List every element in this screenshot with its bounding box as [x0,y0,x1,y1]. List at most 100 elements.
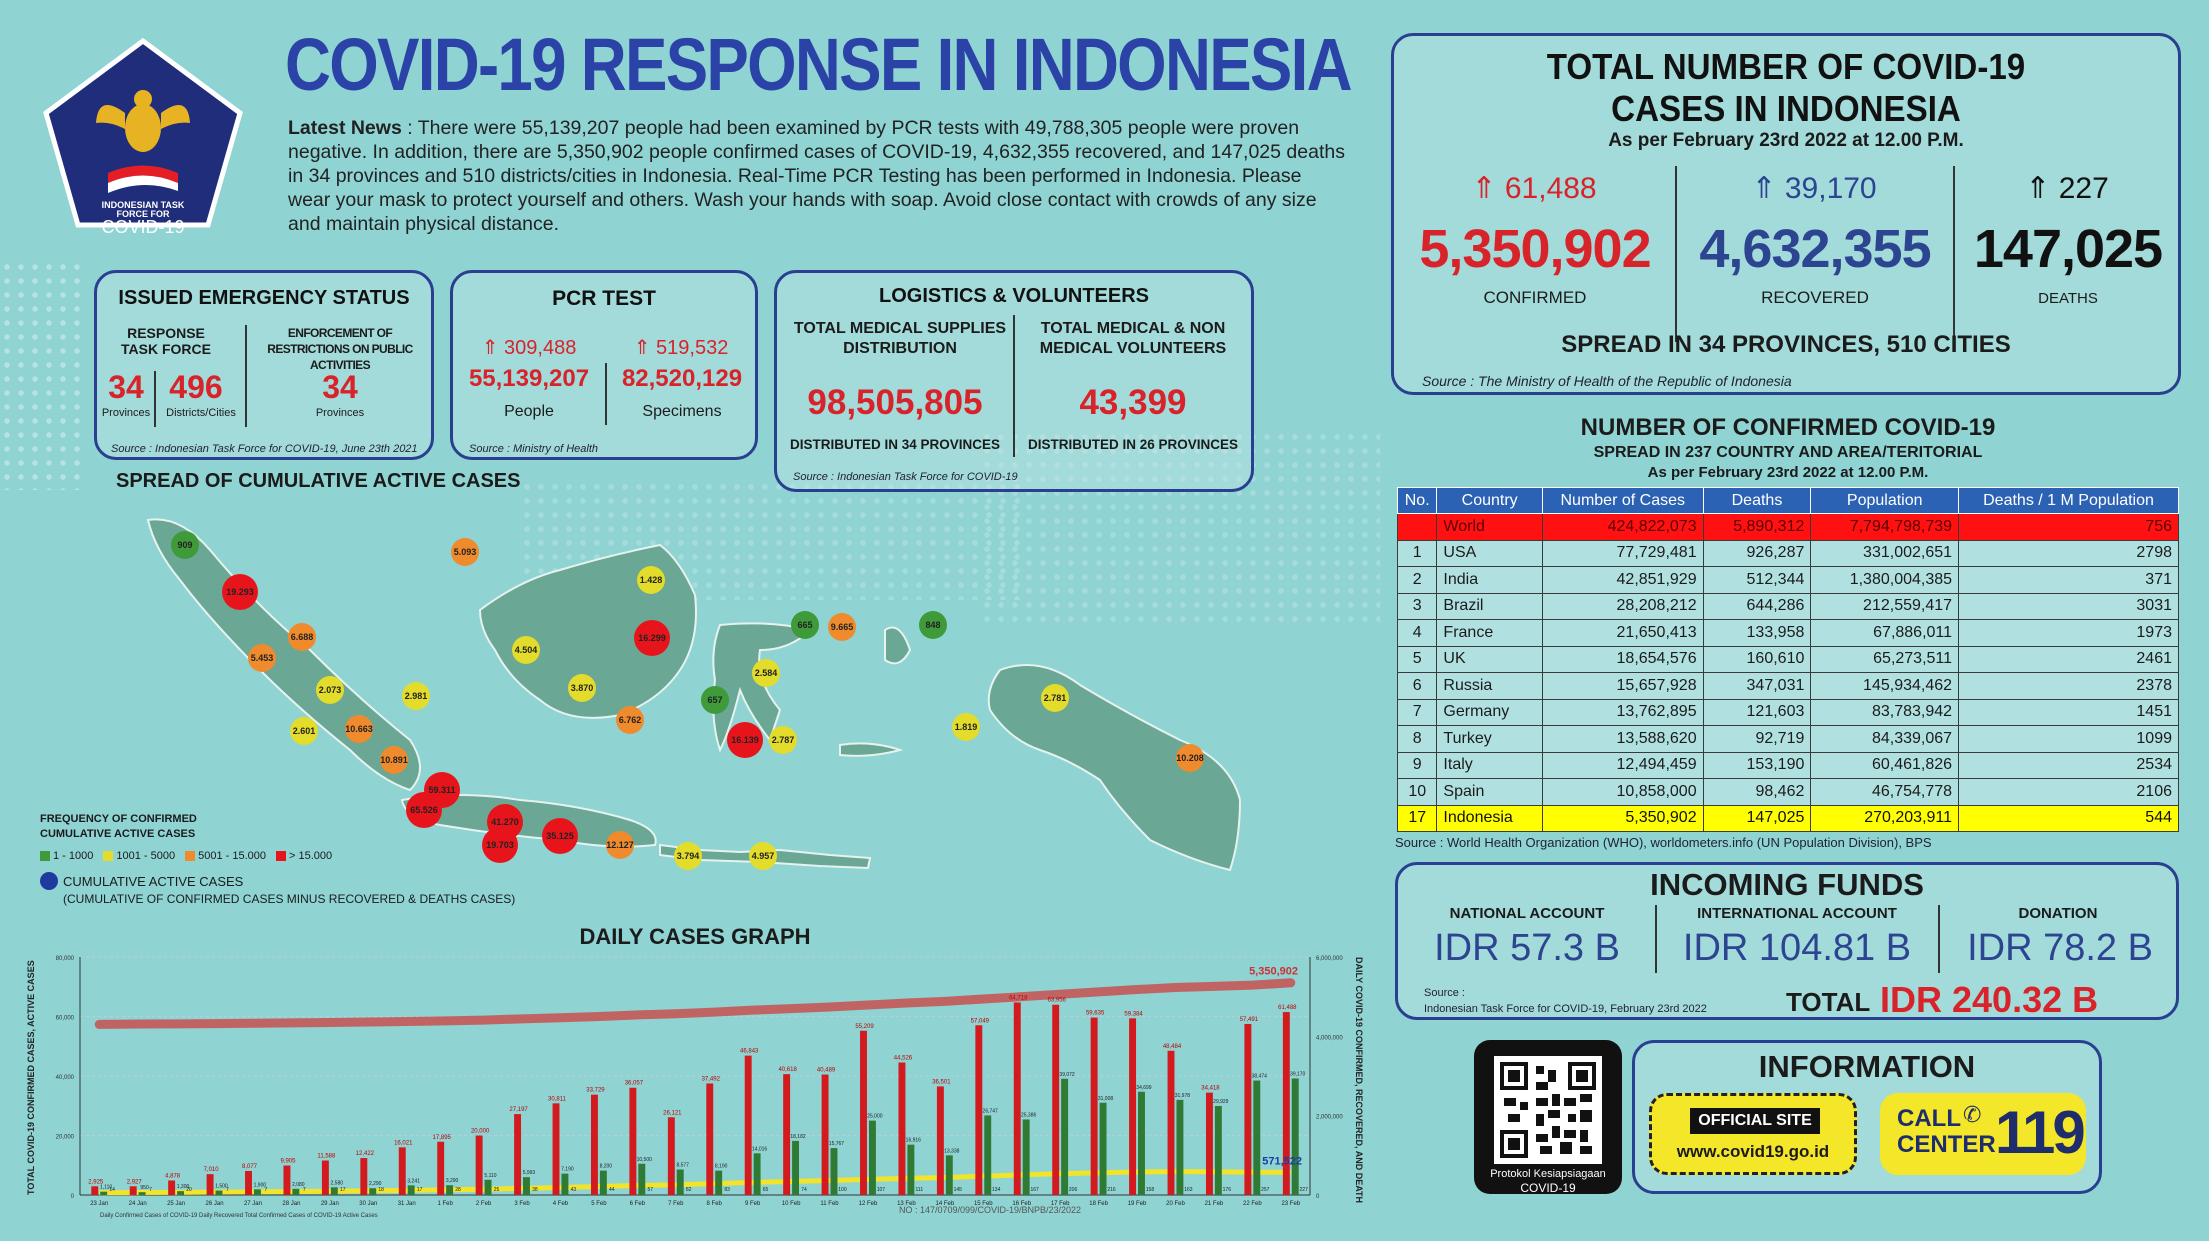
recovered-label: RECOVERED [1761,288,1869,307]
recovered-bar-label: 15,767 [829,1141,845,1147]
confirmed-bar [706,1083,714,1195]
map-bubble [749,842,777,870]
confirmed-bar-label: 48,484 [1163,1044,1182,1050]
news-label: Latest News [288,117,402,139]
international-amount: IDR 104.81 B [1682,927,1912,969]
x-tick-label: 19 Feb [1128,1201,1147,1207]
map-bubble [1176,744,1204,772]
qr-card[interactable]: Protokol Kesiapsiagaan COVID-19 [1474,1040,1622,1195]
enforcement-provinces-label: Provinces [315,407,365,419]
confirmed-bar [667,1117,675,1195]
table-header: Population [1810,487,1960,514]
donation-amount: IDR 78.2 B [1967,927,2153,969]
recovered-bar-label: 1,300 [177,1184,190,1190]
confirmed-bar-label: 37,492 [702,1076,721,1082]
totals-asof: As per February 23rd 2022 at 12.00 P.M. [1608,130,1964,151]
legend-note2: (CUMULATIVE OF CONFIRMED CASES MINUS REC… [63,892,516,906]
logo-line1: INDONESIAN TASK [102,200,185,210]
map-bubble-label: 35.125 [546,831,574,841]
recovered-bar-label: 39,170 [1290,1071,1306,1077]
table-cell: 5 [1396,645,1438,673]
death-bar-label: 167 [1030,1187,1039,1193]
recovered-bar [215,1190,223,1195]
table-cell: 83,783,942 [1810,698,1960,726]
table-row: 2 India 42,851,929 512,344 1,380,004,385 371 [1396,566,2179,594]
recovered-bar [1061,1078,1069,1195]
recovered-bar-label: 10,500 [637,1157,653,1163]
recovered-bar-label: 2,290 [369,1181,382,1187]
daily-cases-chart: 0 20,000 40,000 60,000 80,000 0 2,000,000 4,000… [26,956,1364,1219]
x-tick-label: 11 Feb [820,1201,839,1207]
recovered-bar-label: 5,110 [484,1173,496,1179]
x-tick-label: 28 Jan [282,1201,300,1207]
x-tick-label: 10 Feb [782,1201,801,1207]
recovered-bar [292,1188,300,1195]
y-tick-label: 0 [71,1194,75,1200]
world-source: Source : World Health Organization (WHO)… [1395,835,1932,850]
world-title: NUMBER OF CONFIRMED COVID-19 [1580,414,1996,441]
table-cell: 1451 [1958,698,2179,726]
recovered-bar-label: 3,290 [446,1178,459,1184]
death-bar-label: 17 [417,1187,423,1193]
table-cell: 3 [1396,592,1438,620]
country-table: No. Country Number of Cases Deaths Populatio… [1396,487,2179,832]
confirmed-bar-label: 59,635 [1086,1011,1105,1017]
map-title: SPREAD OF CUMULATIVE ACTIVE CASES [116,470,521,492]
x-tick-label: 27 Jan [244,1201,262,1207]
funds-panel: INCOMING FUNDS NATIONAL ACCOUNT INTERNAT… [1395,862,2179,1020]
confirmed-bar [437,1141,445,1195]
map-bubble [727,722,763,758]
confirmed-bar [129,1186,137,1195]
map-bubble-label: 9.665 [831,622,854,632]
recovered-bar-label: 26,747 [983,1108,999,1114]
map-bubble [701,686,729,714]
recovered-bar [715,1170,723,1195]
confirmed-bar [590,1094,598,1195]
table-cell: 7,794,798,739 [1810,513,1960,541]
y2-tick-label: 0 [1316,1194,1320,1200]
map-bubble-label: 4.957 [752,851,775,861]
official-site-button[interactable]: OFFICIAL SITE www.covid19.go.id [1649,1093,1857,1175]
recovered-bar-label: 2,580 [331,1180,344,1186]
map-bubble [248,644,276,672]
emergency-status-panel: ISSUED EMERGENCY STATUS RESPONSE TASK FO… [94,270,434,460]
international-label: INTERNATIONAL ACCOUNT [1697,905,1897,922]
recovered-bar [1291,1078,1299,1195]
pcr-people-increase: ⇑ 309,488 [481,337,577,359]
confirmed-bar-label: 64,718 [1009,995,1028,1001]
map-bubble [634,620,670,656]
recovered-bar [1022,1119,1030,1195]
recovered-bar-label: 34,699 [1136,1085,1152,1091]
confirmed-bar [936,1086,944,1195]
table-cell: 2106 [1958,778,2179,806]
map-bubble [482,827,518,863]
table-cell: 756 [1958,513,2179,541]
recovered-bar [945,1155,953,1195]
confirmed-bar [1205,1092,1213,1195]
recovered-bar [1176,1099,1184,1195]
death-bar-label: 134 [992,1187,1001,1193]
death-bar-label: 65 [763,1187,769,1193]
up-arrow-icon: ⇑ [481,337,499,359]
logistics-source: Source : Indonesian Task Force for COVID… [793,471,1018,483]
map-bubble [316,676,344,704]
confirmed-bar [975,1025,983,1195]
confirmed-bar [860,1030,867,1195]
recovered-bar-label: 1,900 [254,1182,267,1188]
map-bubble [406,792,442,828]
death-bar-label: 28 [455,1187,461,1193]
confirmed-bar [783,1074,791,1195]
confirmed-bar [552,1103,560,1195]
table-cell: 77,729,481 [1541,539,1704,567]
confirmed-bar-label: 61,488 [1278,1005,1297,1011]
confirmed-bar [321,1160,329,1195]
pcr-source: Source : Ministry of Health [469,443,598,455]
sulawesi-island [712,622,812,753]
death-bar-label: 111 [916,1187,924,1193]
map-bubble-label: 6.688 [291,632,314,642]
x-tick-label: 5 Feb [591,1201,607,1207]
death-bar-label: 216 [1107,1187,1116,1193]
table-row: 8 Turkey 13,588,620 92,719 84,339,067 1099 [1396,725,2179,753]
call-center-button[interactable]: CALL CENTER ✆ 119 [1880,1093,2086,1175]
table-cell: 4 [1396,619,1438,647]
